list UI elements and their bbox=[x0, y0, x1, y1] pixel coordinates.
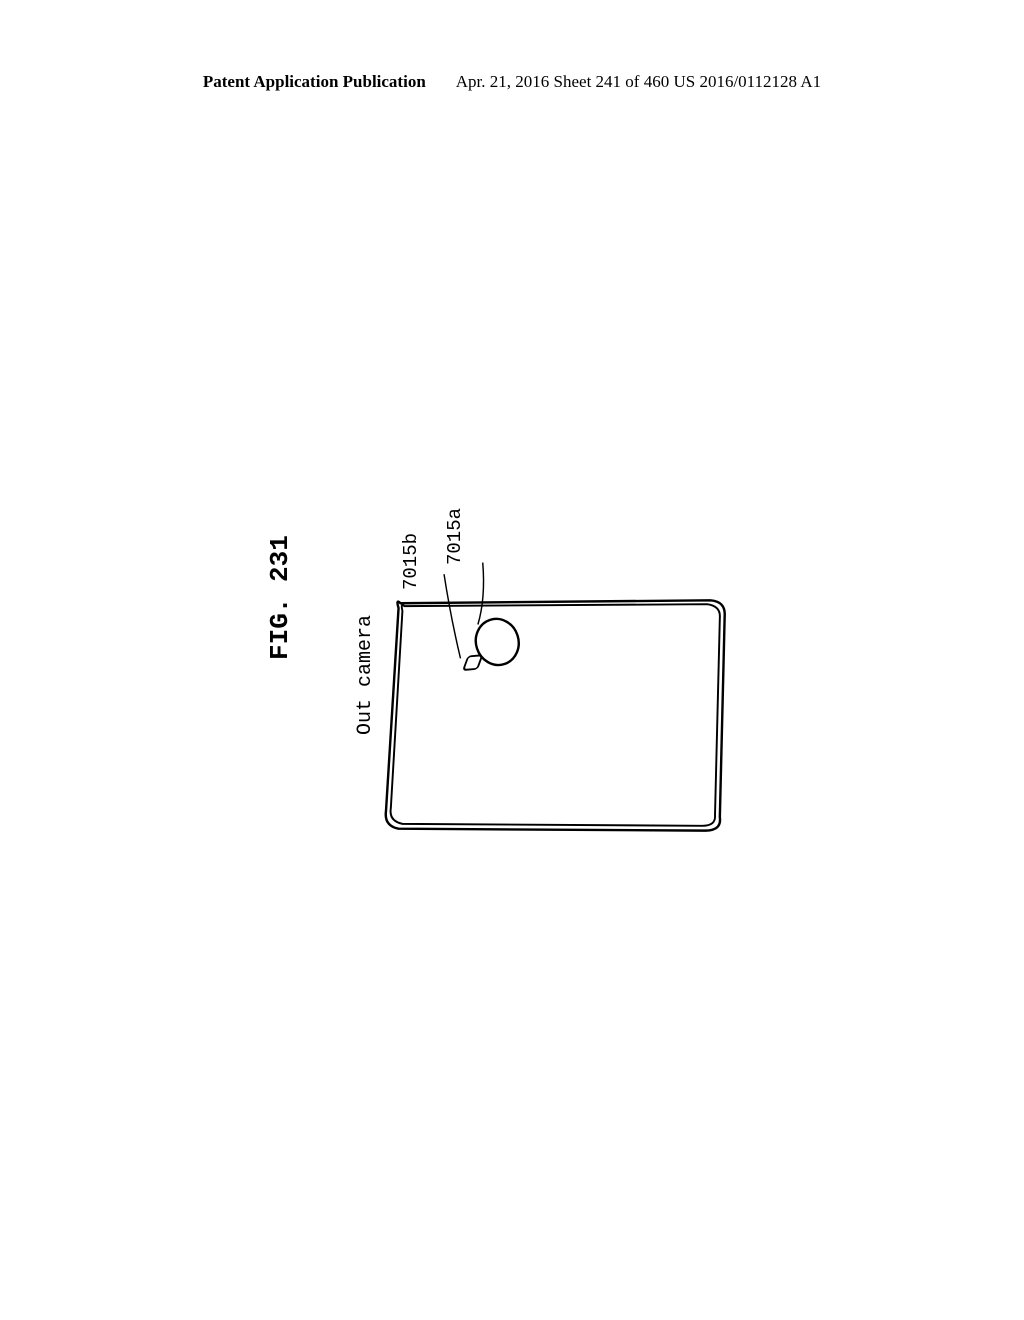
device-svg bbox=[340, 550, 790, 850]
header-right: Apr. 21, 2016 Sheet 241 of 460 US 2016/0… bbox=[456, 72, 821, 92]
leader-line-7015a bbox=[478, 563, 484, 625]
leader-line-7015b bbox=[444, 574, 460, 658]
figure-label: FIG. 231 bbox=[265, 535, 295, 660]
page-header: Patent Application Publication Apr. 21, … bbox=[0, 72, 1024, 92]
header-left: Patent Application Publication bbox=[203, 72, 426, 92]
device-inner-outline bbox=[391, 604, 720, 826]
device-outer-outline bbox=[386, 600, 725, 830]
figure-drawing bbox=[340, 550, 790, 850]
camera-flash bbox=[463, 655, 482, 670]
